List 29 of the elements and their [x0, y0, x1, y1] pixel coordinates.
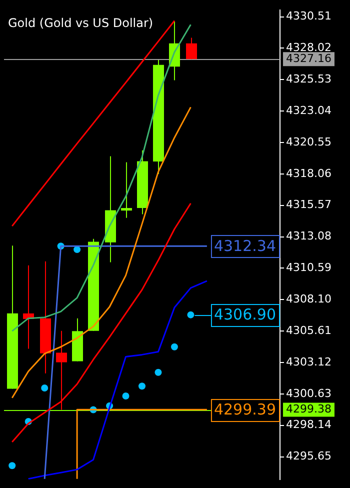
data-label: 4312.34 — [214, 237, 276, 256]
y-tick-label: 4305.61 — [286, 324, 332, 337]
point — [138, 382, 146, 390]
data-label: 4306.90 — [214, 306, 276, 324]
point — [170, 343, 178, 350]
point — [74, 246, 81, 254]
point — [122, 392, 130, 400]
y-tick-label: 4318.06 — [286, 166, 332, 180]
y-tick-label: 4303.12 — [286, 355, 332, 368]
point — [41, 384, 48, 392]
point — [8, 462, 16, 470]
ref-line-label: 4327.16 — [286, 52, 332, 65]
y-tick-label: 4323.04 — [286, 104, 332, 117]
point — [187, 311, 194, 318]
y-tick-label: 4300.63 — [286, 386, 332, 400]
y-tick-label: 4295.65 — [286, 450, 332, 463]
y-tick-label: 4313.08 — [286, 230, 332, 243]
point — [154, 368, 162, 376]
y-tick-label: 4330.51 — [286, 10, 332, 23]
y-tick-label: 4328.02 — [286, 41, 332, 54]
data-label: 4299.39 — [214, 400, 276, 418]
ref-line-label: 4299.38 — [286, 402, 332, 416]
y-tick-label: 4310.59 — [286, 261, 332, 274]
y-tick-label: 4320.55 — [286, 135, 332, 148]
y-tick-label: 4315.57 — [286, 198, 332, 212]
y-tick-label: 4298.14 — [286, 418, 332, 432]
y-tick-label: 4325.53 — [286, 72, 332, 86]
text: Gold (Gold vs US Dollar) — [8, 16, 154, 30]
y-tick-label: 4308.10 — [286, 292, 332, 306]
